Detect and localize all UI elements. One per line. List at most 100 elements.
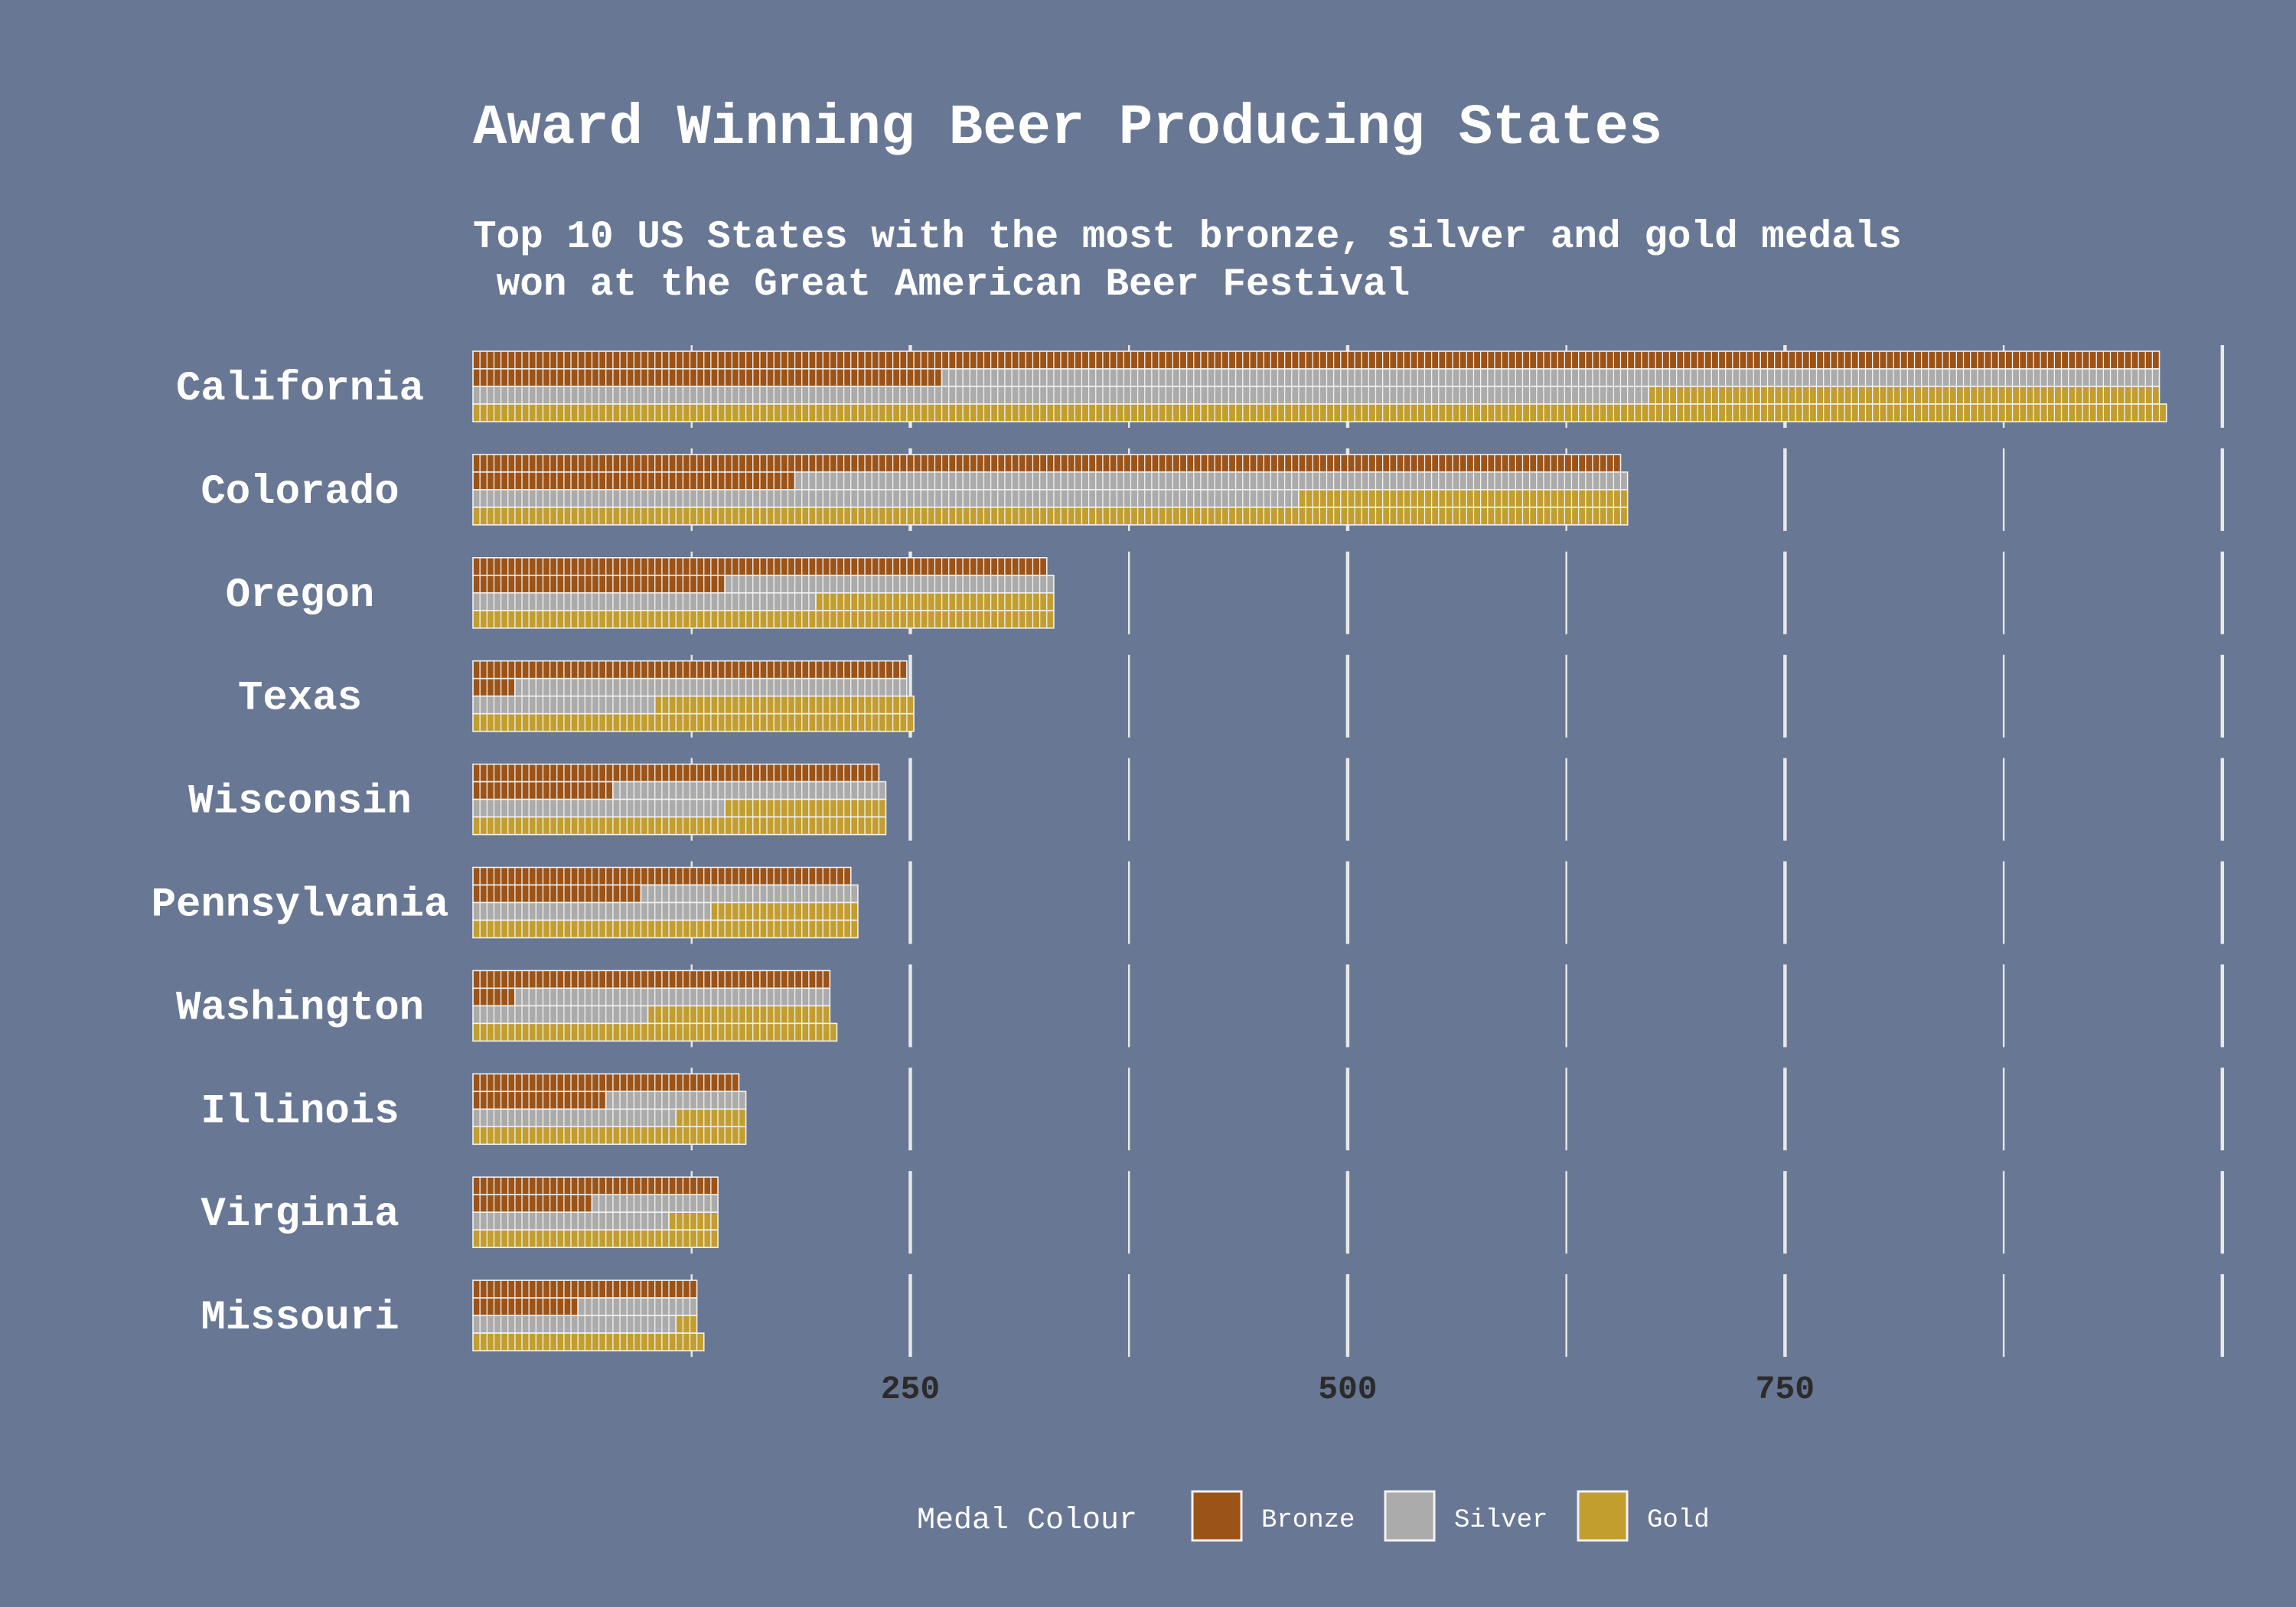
bar-virginia <box>472 1176 719 1248</box>
legend-swatch-bronze <box>1191 1490 1243 1542</box>
legend-title: Medal Colour <box>917 1504 1137 1538</box>
waffle-cell-dividers <box>731 799 879 817</box>
waffle-cell-dividers <box>479 817 879 835</box>
bar-texas <box>472 660 915 732</box>
waffle-cell-dividers <box>479 1109 670 1127</box>
bar-segment-bronze <box>473 1195 592 1213</box>
bar-layer <box>472 350 2167 1351</box>
bar-segment-gold <box>1649 386 2160 404</box>
bar-segment-gold <box>473 610 1054 628</box>
bar-segment-silver <box>473 1315 677 1334</box>
bar-segment-gold <box>669 1212 719 1231</box>
waffle-cell-dividers <box>612 1091 740 1110</box>
waffle-cell-dividers <box>479 799 719 817</box>
waffle-cell-dividers <box>479 1074 732 1092</box>
bar-segment-bronze <box>473 1177 719 1195</box>
waffle-cell-dividers <box>479 386 1642 404</box>
waffle-cell-dividers <box>822 592 1048 611</box>
legend: Medal Colour Bronze Silver Gold <box>917 1490 1710 1542</box>
chart-title: Award Winning Beer Producing States <box>473 96 1662 161</box>
waffle-cell-dividers <box>479 575 719 593</box>
waffle-cell-dividers <box>479 1091 600 1110</box>
waffle-row-outline <box>472 507 1629 526</box>
waffle-cell-dividers <box>479 713 908 732</box>
chart-subtitle-line-2: won at the Great American Beer Festival <box>473 263 1410 307</box>
waffle-cell-dividers <box>479 1230 712 1248</box>
waffle-cell-dividers <box>682 1109 740 1127</box>
waffle-cell-dividers <box>584 1298 691 1316</box>
waffle-cell-dividers <box>1655 386 2154 404</box>
waffle-cell-dividers <box>1305 489 1622 507</box>
legend-label-silver: Silver <box>1454 1506 1548 1535</box>
waffle-cell-dividers <box>479 920 852 938</box>
waffle-cell-dividers <box>801 471 1622 490</box>
bar-segment-bronze <box>473 369 942 386</box>
category-label-pennsylvania: Pennsylvania <box>152 882 449 929</box>
category-labels: California Colorado Oregon Texas Wisconsin Pe… <box>152 366 449 1341</box>
bar-segment-bronze <box>473 1091 606 1110</box>
bar-missouri <box>472 1279 705 1351</box>
waffle-row-outline <box>472 816 887 836</box>
waffle-cell-dividers <box>479 1212 663 1231</box>
waffle-cell-dividers <box>479 902 705 921</box>
waffle-cell-dividers <box>479 1023 830 1041</box>
bar-segment-gold <box>473 1333 704 1351</box>
bar-segment-silver <box>473 1006 648 1024</box>
waffle-cell-dividers <box>479 610 1048 628</box>
bar-segment-silver <box>794 471 1628 490</box>
waffle-cell-dividers <box>675 1212 712 1231</box>
waffle-cell-dividers <box>479 1315 670 1334</box>
bar-segment-silver <box>725 575 1054 593</box>
waffle-cell-dividers <box>479 1298 572 1316</box>
bar-wisconsin <box>472 763 887 836</box>
bar-segment-gold <box>710 902 858 921</box>
bar-segment-silver <box>473 1109 677 1127</box>
waffle-cell-dividers <box>479 489 1293 507</box>
waffle-cell-dividers <box>479 454 1614 472</box>
bar-illinois <box>472 1073 747 1146</box>
bar-segment-gold <box>1298 489 1628 507</box>
waffle-cell-dividers <box>479 885 634 903</box>
bar-segment-silver <box>578 1298 697 1316</box>
waffle-cell-dividers <box>479 696 649 714</box>
waffle-cell-dividers <box>479 970 823 989</box>
waffle-cell-dividers <box>479 351 2154 369</box>
bar-california <box>472 350 2167 422</box>
waffle-cell-dividers <box>948 369 2154 386</box>
x-tick-label: 750 <box>1756 1371 1815 1408</box>
category-label-oregon: Oregon <box>226 572 374 619</box>
waffle-cell-dividers <box>479 764 872 782</box>
waffle-cell-dividers <box>479 1195 585 1213</box>
bar-segment-gold <box>473 1126 746 1145</box>
waffle-cell-dividers <box>654 1006 823 1024</box>
bar-pennsylvania <box>472 866 859 939</box>
bar-segment-bronze <box>473 970 830 989</box>
x-tick-label: 500 <box>1318 1371 1377 1408</box>
waffle-row-outline <box>472 919 859 939</box>
bar-segment-gold <box>676 1315 697 1334</box>
x-axis-ticks: 250 500 750 <box>881 1371 1815 1408</box>
waffle-cell-dividers <box>479 1126 740 1145</box>
legend-label-gold: Gold <box>1647 1506 1710 1535</box>
waffle-row-outline <box>472 1332 705 1351</box>
category-label-california: California <box>176 366 424 412</box>
waffle-row-outline <box>472 609 1055 629</box>
category-label-texas: Texas <box>238 676 362 722</box>
bar-segment-bronze <box>473 1298 579 1316</box>
category-label-virginia: Virginia <box>201 1191 399 1238</box>
bar-oregon <box>472 556 1055 629</box>
waffle-cell-dividers <box>479 1280 691 1299</box>
waffle-cell-dividers <box>717 902 852 921</box>
category-label-wisconsin: Wisconsin <box>188 779 412 826</box>
waffle-row-outline <box>472 403 2167 422</box>
bar-segment-gold <box>473 920 858 938</box>
bar-washington <box>472 970 838 1042</box>
waffle-cell-dividers <box>479 781 607 800</box>
category-label-missouri: Missouri <box>201 1295 399 1341</box>
waffle-row-outline <box>472 1229 719 1248</box>
category-label-colorado: Colorado <box>201 469 399 516</box>
waffle-cell-dividers <box>479 507 1622 525</box>
bar-segment-gold <box>473 817 886 835</box>
waffle-cell-dividers <box>479 404 2161 422</box>
